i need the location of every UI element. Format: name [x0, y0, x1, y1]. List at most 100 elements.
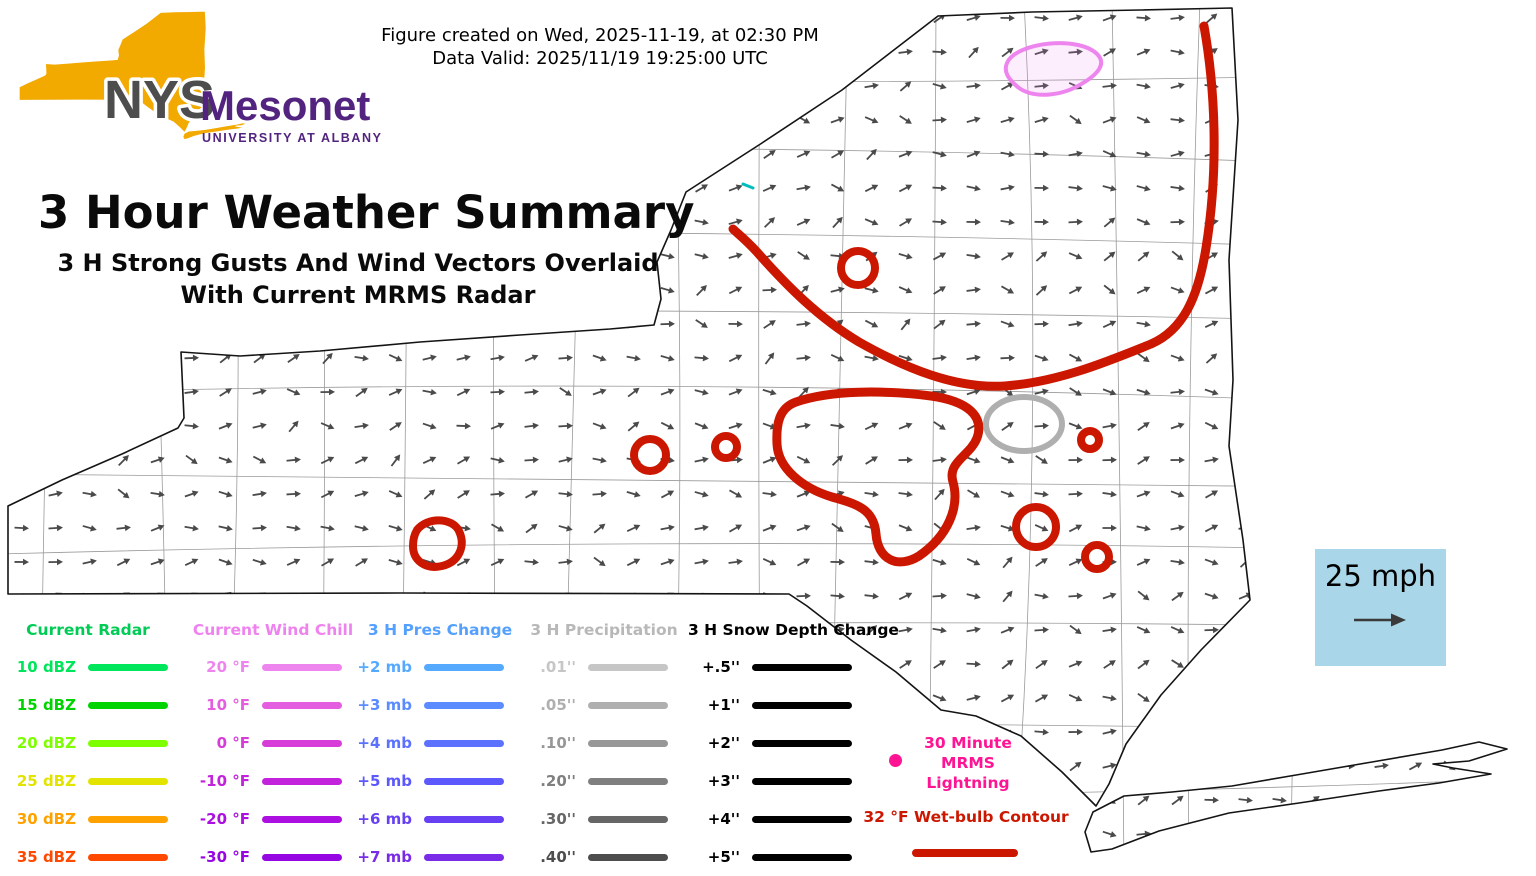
legend-row: .20'' — [520, 762, 688, 800]
lightning-label-line-2: MRMS — [941, 754, 995, 772]
lightning-label-line-3: Lightning — [926, 774, 1010, 792]
legend-row-label: .01'' — [540, 658, 576, 676]
legend-row-label: 20 °F — [206, 658, 250, 676]
legend-row-label: -30 °F — [199, 848, 250, 866]
legend-row-swatch — [262, 663, 342, 671]
legend-row-swatch — [588, 739, 668, 747]
legend-row-swatch — [88, 739, 168, 747]
legend-row-swatch — [262, 777, 342, 785]
legend-row: .05'' — [520, 686, 688, 724]
legend-row: +3 mb — [356, 686, 524, 724]
legend-row: -30 °F — [190, 838, 356, 876]
legend-row: .01'' — [520, 648, 688, 686]
legend-row-swatch — [588, 815, 668, 823]
legend-row: +5'' — [688, 838, 896, 876]
legend-row: 20 °F — [190, 648, 356, 686]
legend-row-label: +7 mb — [357, 848, 412, 866]
legend-row-swatch — [424, 739, 504, 747]
wind-speed-reference: 25 mph — [1315, 549, 1446, 666]
legend-row-label: 20 dBZ — [16, 734, 76, 752]
legend-row: 20 dBZ — [4, 724, 172, 762]
legend-row-label: +4'' — [707, 810, 740, 828]
wet-bulb-main-contour — [728, 21, 1219, 391]
legend-row: +.5'' — [688, 648, 896, 686]
legend-row-swatch — [588, 663, 668, 671]
legend-column-title: Current Wind Chill — [192, 621, 354, 639]
legend-row-label: -20 °F — [199, 810, 250, 828]
legend-row: +4'' — [688, 800, 896, 838]
ny-state-logo-shape — [18, 10, 248, 140]
mesonet-logo: NYS Mesonet UNIVERSITY AT ALBANY — [8, 2, 398, 182]
title-block: 3 Hour Weather Summary 3 H Strong Gusts … — [38, 186, 695, 311]
legend-row: +1'' — [688, 686, 896, 724]
legend-row: +2'' — [688, 724, 896, 762]
legend-row-swatch — [88, 815, 168, 823]
legend-row-label: 30 dBZ — [16, 810, 76, 828]
legend-row: .10'' — [520, 724, 688, 762]
state-outline — [7, 7, 1251, 807]
legend-row-swatch — [752, 815, 852, 823]
lightning-label-line-1: 30 Minute — [924, 734, 1012, 752]
wet-bulb-ring-1 — [837, 247, 879, 289]
legend-row: 15 dBZ — [4, 686, 172, 724]
wet-bulb-ring-4 — [1077, 427, 1103, 453]
wet-bulb-ring-6 — [1081, 541, 1113, 573]
legend-row-swatch — [88, 777, 168, 785]
legend-row-swatch — [752, 739, 852, 747]
state-outline — [1084, 741, 1508, 853]
legend-row: -20 °F — [190, 800, 356, 838]
logo-nys-text: NYS — [104, 70, 215, 130]
legend-row-label: 25 dBZ — [16, 772, 76, 790]
precip-contour — [983, 394, 1065, 454]
legend-column-preschange: 3 H Pres Change +2 mb +3 mb +4 mb +5 mb +6 mb… — [356, 612, 524, 876]
wet-bulb-ring-7 — [409, 516, 466, 571]
wind-speed-label: 25 mph — [1324, 559, 1437, 593]
legend-column-title: 3 H Precipitation — [530, 621, 678, 639]
page-title: 3 Hour Weather Summary — [38, 186, 695, 239]
legend-row-label: -10 °F — [199, 772, 250, 790]
lightning-legend: 30 Minute MRMS Lightning — [889, 733, 1028, 793]
wet-bulb-ring-3 — [711, 432, 741, 462]
logo-mesonet-text: Mesonet — [200, 82, 370, 129]
legend-row-swatch — [752, 701, 852, 709]
legend-column-precip: 3 H Precipitation .01'' .05'' .10'' .20'' .30… — [520, 612, 688, 876]
legend-row-swatch — [588, 701, 668, 709]
figure-created-line: Figure created on Wed, 2025-11-19, at 02… — [381, 25, 819, 46]
legend-row: 25 dBZ — [4, 762, 172, 800]
legend-row-label: .30'' — [540, 810, 576, 828]
legend-row: 10 °F — [190, 686, 356, 724]
legend-row-label: 10 °F — [206, 696, 250, 714]
lightning-dot-icon — [889, 754, 902, 767]
legend-row-label: +.5'' — [702, 658, 740, 676]
legend-row: +2 mb — [356, 648, 524, 686]
legend-row-swatch — [424, 853, 504, 861]
legend-row-label: +3'' — [707, 772, 740, 790]
wet-bulb-loop-central — [772, 387, 984, 567]
legend-row-label: .20'' — [540, 772, 576, 790]
legend-row-swatch — [88, 701, 168, 709]
legend-row-swatch — [424, 777, 504, 785]
logo-university-text: UNIVERSITY AT ALBANY — [202, 131, 383, 145]
radar-speck — [741, 182, 755, 190]
subtitle-line-2: With Current MRMS Radar — [180, 281, 536, 309]
legend-column-snow: 3 H Snow Depth Change +.5'' +1'' +2'' +3'' +4… — [688, 612, 899, 876]
legend-row: +7 mb — [356, 838, 524, 876]
legend-row: .40'' — [520, 838, 688, 876]
wind-chill-20F-contour — [1003, 41, 1104, 97]
legend-column-radar: Current Radar 10 dBZ 15 dBZ 20 dBZ 25 dBZ 30 … — [4, 612, 172, 876]
legend-row-label: 10 dBZ — [16, 658, 76, 676]
legend-row-label: 35 dBZ — [16, 848, 76, 866]
legend-row-swatch — [88, 663, 168, 671]
legend-row-label: +2 mb — [357, 658, 412, 676]
wet-bulb-ring-5 — [1012, 503, 1060, 551]
legend-row-label: +3 mb — [357, 696, 412, 714]
legend-row-swatch — [262, 815, 342, 823]
legend-row-swatch — [424, 701, 504, 709]
subtitle-line-1: 3 H Strong Gusts And Wind Vectors Overla… — [57, 249, 659, 277]
legend-row-swatch — [262, 701, 342, 709]
wetbulb-contour-swatch — [912, 849, 1018, 857]
legend-row-swatch — [752, 663, 852, 671]
legend-row-label: +1'' — [707, 696, 740, 714]
